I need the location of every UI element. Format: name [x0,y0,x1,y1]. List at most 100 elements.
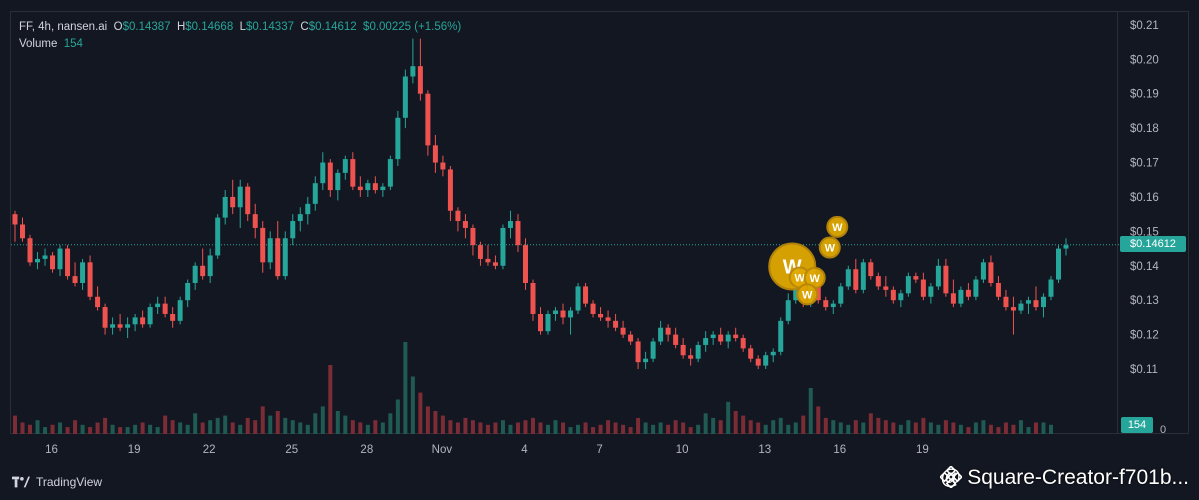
volume-bar [208,420,213,434]
volume-bar [140,422,145,434]
candle-body [155,303,161,308]
candle-body [245,186,251,215]
volume-bar [320,406,325,434]
candle-body [1025,300,1031,304]
volume-bar [546,424,551,434]
price-axis[interactable]: $0.21 $0.20 $0.19 $0.18 $0.17 $0.16 $0.15 $0.14… [1118,11,1189,435]
time-tick-label: 16 [833,444,846,456]
volume-bar [508,424,513,434]
symbol-label: FF, 4h, nansen.ai [19,21,108,33]
whale-marker-label: W [810,273,821,285]
volume-bar [988,424,993,434]
volume-bar [365,424,370,434]
candle-body [620,327,626,335]
candle-body [365,183,371,191]
candle-body [1018,303,1024,311]
volume-bar [568,427,573,434]
candle-body [763,355,769,366]
candle-body [305,203,311,215]
candle-body [770,351,776,356]
chart-legend: FF, 4h, nansen.ai O$0.14387 H$0.14668 L$… [19,19,461,53]
volume-bar [718,420,723,434]
volume-bar [103,417,108,434]
candle-body [27,238,33,263]
candle-body [830,303,836,308]
volume-bar [448,420,453,434]
candle-body [740,338,746,349]
candle-body [898,293,904,301]
candle-body [995,282,1001,297]
volume-bar [343,415,348,434]
volume-bar [628,427,633,434]
volume-bar [350,420,355,434]
volume-bar [681,422,686,434]
candle-body [853,269,859,290]
price-tick-label: $0.21 [1130,20,1159,32]
candle-body [560,310,566,318]
volume-bar [58,422,63,434]
volume-bar [621,424,626,434]
volume-bar [801,415,806,434]
volume-bar [591,427,596,434]
candle-body [282,238,288,277]
candle-body [417,66,423,94]
candle-body [170,313,176,321]
volume-bar [118,427,123,434]
volume-bar [133,424,138,434]
volume-bar [178,422,183,434]
candle-body [192,265,198,283]
volume-bar [305,424,310,434]
open-label: O [113,21,123,33]
candle-body [733,334,739,339]
candle-body [605,317,611,321]
volume-bar [673,420,678,434]
volume-bar [823,417,828,434]
volume-bar [43,427,48,434]
volume-bar [88,427,93,434]
price-tick-label: $0.16 [1130,192,1159,204]
candle-body [350,159,356,187]
volume-bar [163,415,168,434]
volume-bar [485,424,490,434]
volume-bar [996,427,1001,434]
candle-body [785,300,791,321]
volume-bar [883,420,888,434]
time-tick-label: 7 [596,444,602,456]
price-tick-label: $0.20 [1130,54,1159,66]
footer: TradingView @ Square-Creator-f701b... [0,466,1199,500]
candle-body [80,262,86,283]
volume-bar [193,413,198,434]
volume-bar [726,401,731,434]
volume-bar [966,427,971,434]
candle-body [643,358,649,363]
candle-body [658,327,664,342]
candle-body [20,224,26,239]
candle-body [237,186,243,208]
candle-body [297,214,303,222]
candle-body [703,338,709,345]
candle-body [1010,307,1016,311]
volume-bar [853,420,858,434]
price-tick-label: $0.12 [1130,330,1159,342]
time-axis[interactable]: 16 19 22 25 28 Nov 4 7 10 13 16 19 [10,434,1118,464]
volume-bar [13,415,17,434]
candle-body [635,341,641,363]
volume-bar [230,422,235,434]
volume-label: Volume [19,38,58,50]
candle-body [132,317,138,325]
candle-body [50,255,56,270]
candle-body [913,276,919,280]
candle-body [823,300,829,308]
volume-bar [28,424,33,434]
candle-body [177,300,183,321]
volume-bar [185,424,190,434]
candle-body [252,214,258,228]
candle-body [72,276,78,283]
candle-body [215,217,221,256]
candle-body [290,221,296,239]
candle-body [748,348,754,359]
tradingview-logo[interactable]: TradingView [12,475,102,489]
candle-body [958,289,964,304]
